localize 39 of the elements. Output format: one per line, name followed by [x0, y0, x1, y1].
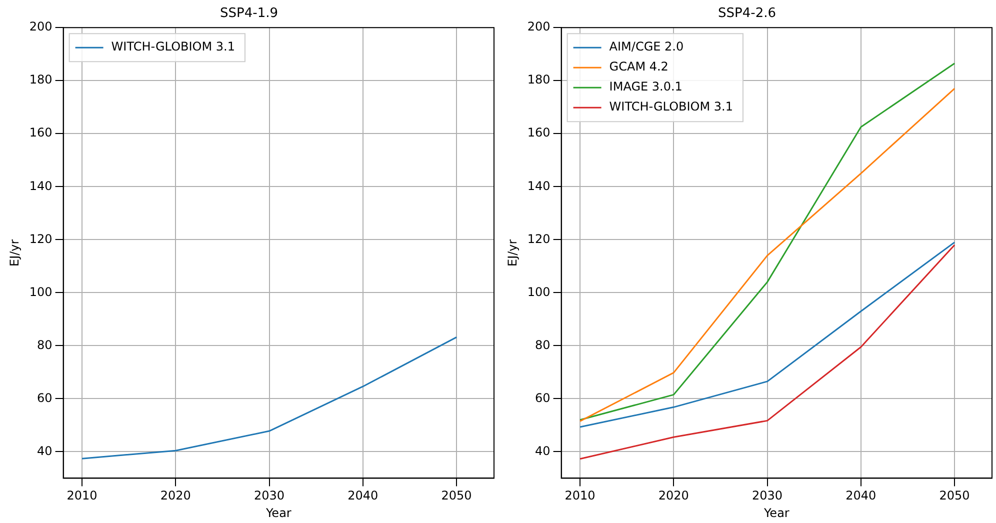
- x-tick-label: 2050: [441, 488, 472, 503]
- y-tick-label: 100: [29, 284, 52, 299]
- y-tick-label: 80: [535, 338, 550, 352]
- x-tick-label: 2040: [846, 488, 876, 503]
- y-tick-label: 60: [535, 390, 550, 405]
- y-tick-label: 80: [37, 338, 52, 352]
- legend-label: AIM/CGE 2.0: [609, 40, 684, 54]
- legend-label: WITCH-GLOBIOM 3.1: [609, 100, 733, 114]
- x-tick-label: 2020: [658, 488, 689, 503]
- chart-title: SSP4-2.6: [718, 6, 776, 22]
- x-tick-label: 2040: [348, 488, 378, 503]
- y-tick-label: 200: [29, 20, 52, 34]
- y-tick-label: 180: [527, 72, 550, 87]
- y-tick-label: 60: [37, 390, 52, 405]
- y-tick-label: 140: [29, 178, 52, 193]
- x-axis-title: Year: [762, 506, 790, 520]
- chart-title: SSP4-1.9: [220, 6, 278, 22]
- legend-label: IMAGE 3.0.1: [609, 80, 682, 94]
- y-tick-label: 120: [29, 232, 52, 246]
- x-tick-label: 2020: [160, 488, 191, 503]
- y-tick-label: 40: [535, 444, 550, 458]
- x-tick-label: 2050: [939, 488, 970, 503]
- x-axis-title: Year: [264, 506, 292, 520]
- y-tick-label: 160: [527, 126, 550, 140]
- x-tick-label: 2010: [564, 488, 596, 503]
- x-tick-label: 2010: [66, 488, 98, 503]
- y-tick-label: 120: [527, 232, 550, 246]
- y-axis-title: EJ/yr: [505, 239, 520, 266]
- y-tick-label: 200: [527, 20, 550, 34]
- y-tick-label: 140: [527, 178, 550, 193]
- legend-label: GCAM 4.2: [609, 60, 668, 74]
- y-tick-label: 100: [527, 284, 550, 299]
- y-tick-label: 40: [37, 444, 52, 458]
- y-tick-label: 180: [29, 72, 52, 87]
- x-tick-label: 2030: [752, 488, 783, 503]
- y-tick-label: 160: [29, 126, 52, 140]
- y-axis-title: EJ/yr: [7, 239, 22, 266]
- legend-label: WITCH-GLOBIOM 3.1: [111, 40, 235, 54]
- x-tick-label: 2030: [254, 488, 285, 503]
